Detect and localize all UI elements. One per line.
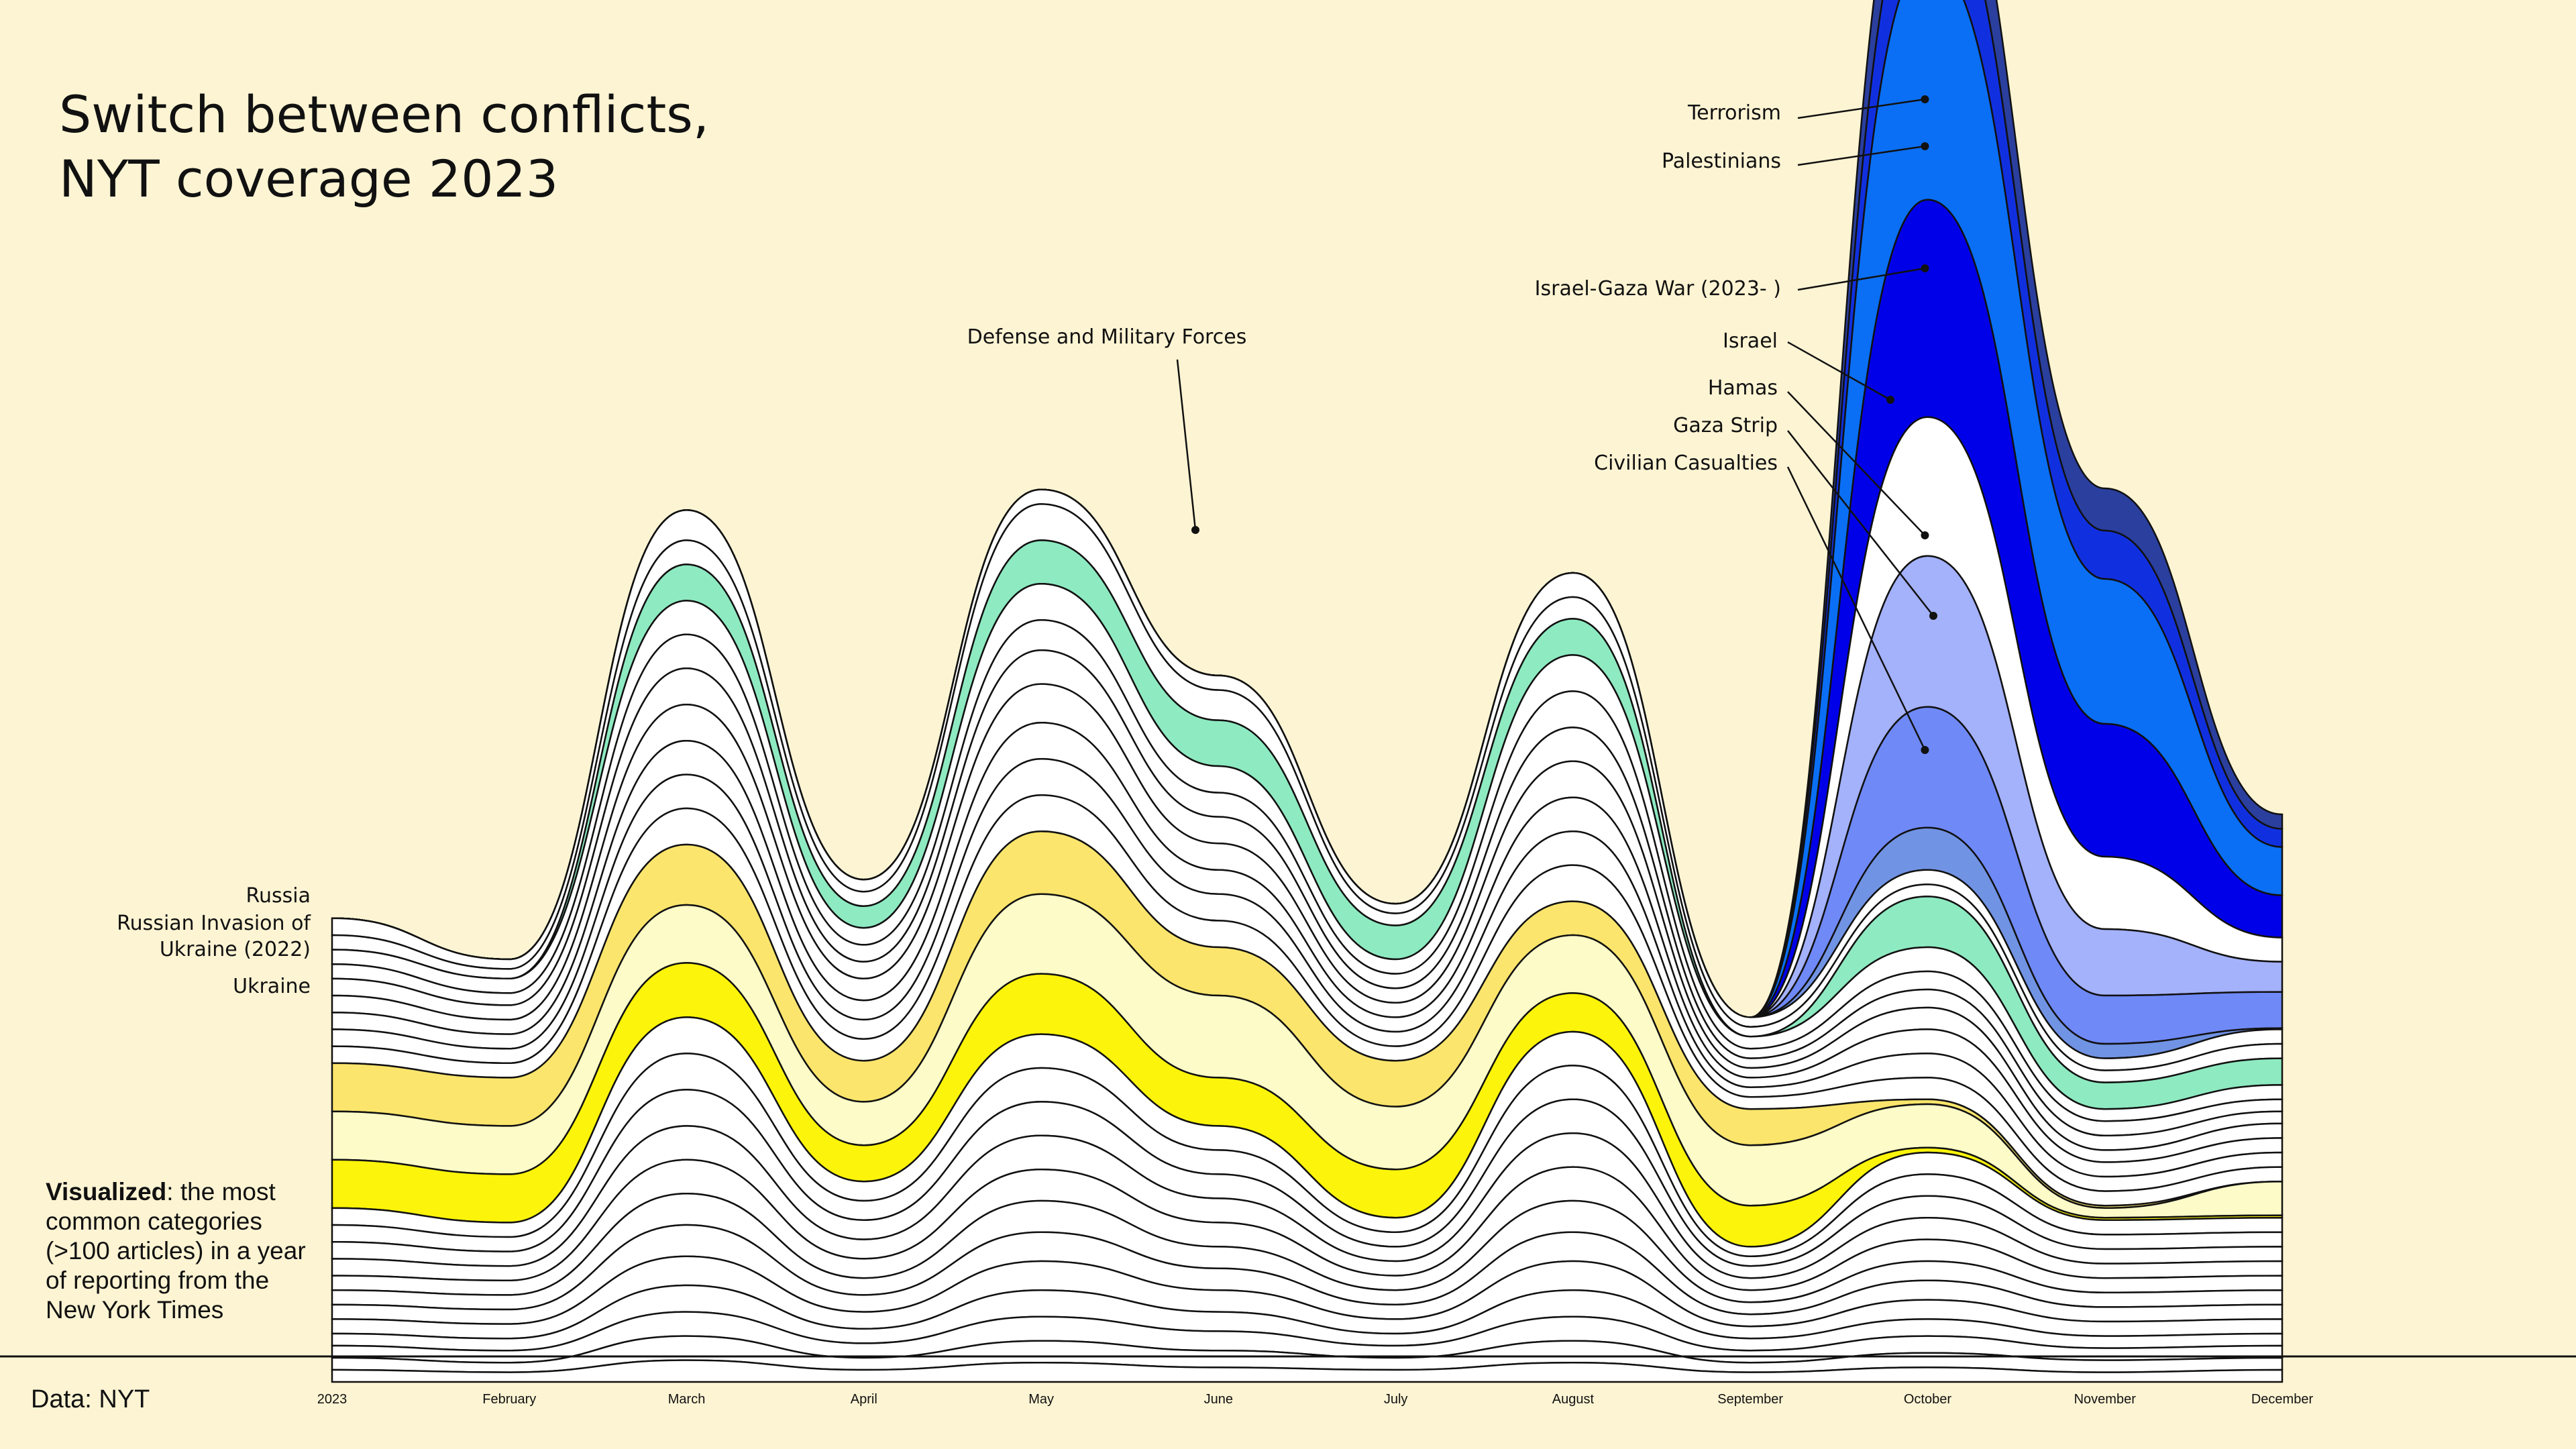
leader-dot <box>1921 264 1929 272</box>
data-source: Data: NYT <box>31 1385 150 1413</box>
annotation-label: Russia <box>246 884 311 908</box>
leader-line <box>1787 430 1934 616</box>
leader-line <box>1797 98 1925 119</box>
annotation-label: Terrorism <box>1687 101 1781 125</box>
chart-title-line-1: Switch between conflicts, <box>59 84 709 144</box>
annotation-gaza-strip: Gaza Strip <box>1673 414 1937 620</box>
x-tick-label: March <box>668 1392 706 1407</box>
annotation-israel: Israel <box>1723 329 1894 404</box>
leader-dot <box>1921 142 1929 150</box>
annotation-label: Russian Invasion of <box>117 912 311 935</box>
annotation-label: Israel-Gaza War (2023- ) <box>1535 277 1781 301</box>
x-axis-ticks: 2023 February March April May June July August S… <box>317 1392 2314 1407</box>
annotation-russia: Russia <box>246 884 311 908</box>
leader-line <box>1786 466 1926 751</box>
leader-dot <box>1921 531 1929 539</box>
leader-dot <box>1921 95 1929 103</box>
annotation-israel-gaza-war: Israel-Gaza War (2023- ) <box>1535 264 1929 301</box>
leader-line <box>1797 145 1925 166</box>
annotation-russian-invasion: Russian Invasion of <box>117 912 311 935</box>
annotation-label: Civilian Casualties <box>1594 451 1778 475</box>
x-tick-label: November <box>2074 1392 2137 1407</box>
leader-dot <box>1929 612 1937 620</box>
annotation-label: Gaza Strip <box>1673 414 1778 437</box>
stream-layers <box>331 0 2284 1383</box>
annotation-civilian-casualties: Civilian Casualties <box>1594 451 1929 754</box>
x-tick-label: August <box>1552 1392 1595 1407</box>
x-tick-label: October <box>1904 1392 1951 1407</box>
x-tick-label: July <box>1384 1392 1408 1407</box>
annotation-defense: Defense and Military Forces <box>967 325 1247 534</box>
leader-dot <box>1921 746 1929 754</box>
annotations: Terrorism Palestinians Israel-Gaza War (20… <box>117 95 1937 998</box>
x-tick-label: February <box>482 1392 536 1407</box>
leader-dot <box>1191 526 1199 534</box>
chart-title: Switch between conflicts, NYT coverage 2… <box>59 83 709 211</box>
x-tick-label: April <box>851 1392 877 1407</box>
visualized-note: Visualized: the most common categories (… <box>46 1177 314 1325</box>
annotation-label: Hamas <box>1708 376 1778 400</box>
annotation-label: Defense and Military Forces <box>967 325 1247 349</box>
leader-line <box>1787 341 1891 401</box>
annotation-palestinians: Palestinians <box>1662 142 1929 173</box>
annotation-terrorism: Terrorism <box>1687 95 1929 125</box>
chart-title-line-2: NYT coverage 2023 <box>59 148 559 209</box>
annotation-hamas: Hamas <box>1708 376 1929 539</box>
leader-line <box>1787 391 1926 536</box>
visualized-note-text: : the most common categories (>100 artic… <box>46 1178 306 1324</box>
visualized-note-bold: Visualized <box>46 1178 167 1205</box>
stream-layer-32 <box>331 1359 2284 1383</box>
x-tick-label: September <box>1717 1392 1783 1407</box>
annotation-label: Ukraine (2022) <box>160 938 311 961</box>
leader-line <box>1176 359 1197 531</box>
annotation-russian-invasion-line2: Ukraine (2022) <box>160 938 311 961</box>
annotation-ukraine: Ukraine <box>233 975 311 998</box>
leader-line <box>1797 267 1925 291</box>
annotation-label: Israel <box>1723 329 1778 353</box>
x-tick-label: 2023 <box>317 1392 347 1407</box>
annotation-label: Ukraine <box>233 975 311 998</box>
x-tick-label: June <box>1204 1392 1233 1407</box>
leader-dot <box>1886 396 1894 404</box>
x-tick-label: December <box>2251 1392 2314 1407</box>
x-tick-label: May <box>1028 1392 1054 1407</box>
annotation-label: Palestinians <box>1662 150 1781 173</box>
